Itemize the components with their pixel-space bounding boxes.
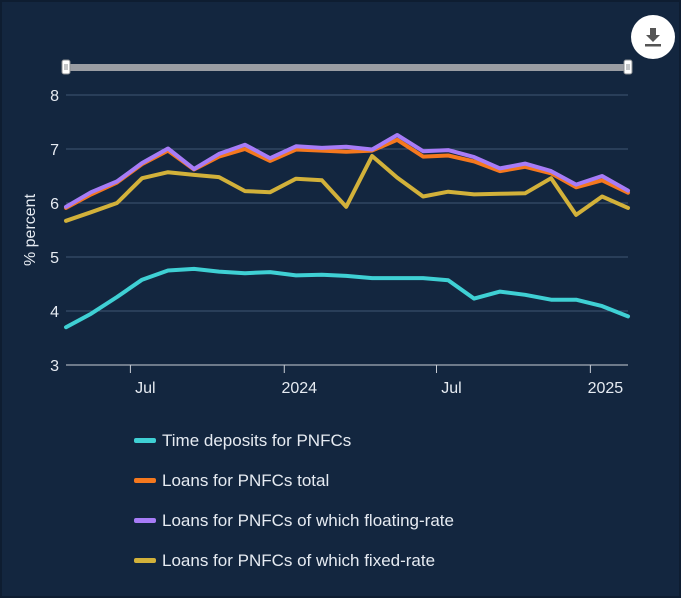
x-tick-label: 2025 [588, 380, 624, 397]
y-tick-label: 3 [50, 358, 59, 375]
y-axis-label: % percent [22, 193, 39, 266]
legend-swatch [134, 518, 156, 523]
legend-label: Loans for PNFCs of which floating-rate [162, 511, 454, 530]
grid-lines [66, 94, 628, 366]
navigator-handle-left[interactable] [61, 59, 71, 75]
series-line-1 [64, 137, 630, 210]
download-button[interactable] [631, 15, 675, 59]
x-axis: Jul 2024 Jul 2025 [129, 365, 624, 397]
y-tick-label: 7 [50, 142, 59, 159]
x-tick-label: Jul [441, 380, 461, 397]
range-navigator[interactable] [61, 59, 633, 75]
navigator-handle-right[interactable] [623, 59, 633, 75]
legend-label: Loans for PNFCs of which fixed-rate [162, 551, 436, 570]
legend-swatch [134, 558, 156, 563]
x-tick-label: Jul [135, 380, 155, 397]
series-line-3 [64, 154, 630, 223]
navigator-track [66, 64, 628, 71]
y-tick-label: 6 [50, 196, 59, 213]
y-axis-ticks: 3 4 5 6 7 8 [50, 88, 59, 375]
legend-label: Time deposits for PNFCs [162, 431, 352, 450]
series-line-2 [64, 133, 630, 209]
y-tick-label: 5 [50, 250, 59, 267]
y-tick-label: 4 [50, 304, 59, 321]
download-icon [645, 28, 661, 47]
legend-swatch [134, 438, 156, 443]
series-lines [64, 133, 630, 330]
legend-swatch [134, 478, 156, 483]
legend-label: Loans for PNFCs total [162, 471, 330, 490]
x-tick-label: 2024 [281, 380, 317, 397]
series-line-0 [64, 266, 630, 330]
y-tick-label: 8 [50, 88, 59, 105]
